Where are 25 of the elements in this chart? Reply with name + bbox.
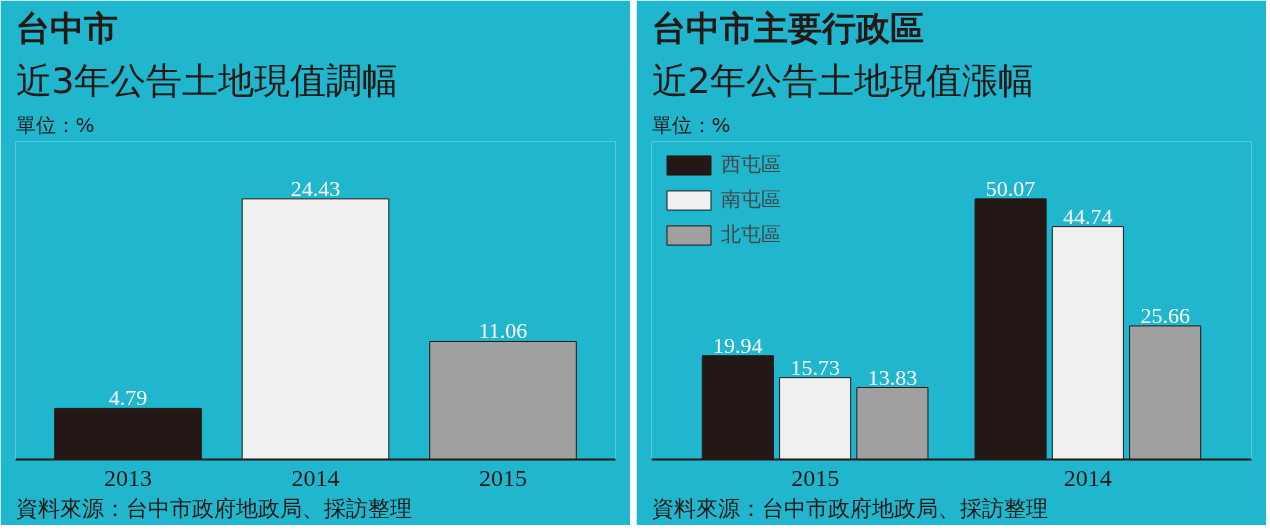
x-tick-label: 2015 — [791, 464, 840, 491]
legend-label: 北屯區 — [721, 221, 781, 248]
source-note: 資料來源：台中市政府地政局、採訪整理 — [15, 495, 412, 521]
legend-label: 南屯區 — [721, 186, 781, 213]
legend-label: 西屯區 — [721, 151, 781, 178]
x-tick-label: 2013 — [104, 464, 152, 491]
x-tick-label: 2014 — [1063, 464, 1112, 491]
chart-subtitle: 近3年公告土地現值調幅 — [15, 59, 399, 101]
data-label: 11.06 — [478, 318, 528, 344]
data-label: 13.83 — [867, 364, 918, 390]
data-label: 19.94 — [713, 332, 763, 358]
x-tick-label: 2014 — [291, 464, 340, 491]
data-label: 15.73 — [790, 354, 840, 380]
chart-title: 台中市 — [15, 7, 118, 48]
data-label: 44.74 — [1063, 203, 1113, 229]
source-note: 資料來源：台中市政府地政局、採訪整理 — [651, 495, 1048, 521]
chart-subtitle: 近2年公告土地現值漲幅 — [651, 59, 1035, 101]
y-axis-title: 單位：% — [15, 112, 95, 137]
chart-title: 台中市主要行政區 — [651, 7, 924, 48]
x-tick-label: 2015 — [479, 464, 527, 491]
y-axis-title: 單位：% — [651, 112, 731, 137]
data-label: 24.43 — [290, 175, 341, 201]
data-label: 25.66 — [1140, 302, 1190, 328]
data-label: 50.07 — [985, 175, 1036, 201]
data-label: 4.79 — [108, 385, 148, 411]
